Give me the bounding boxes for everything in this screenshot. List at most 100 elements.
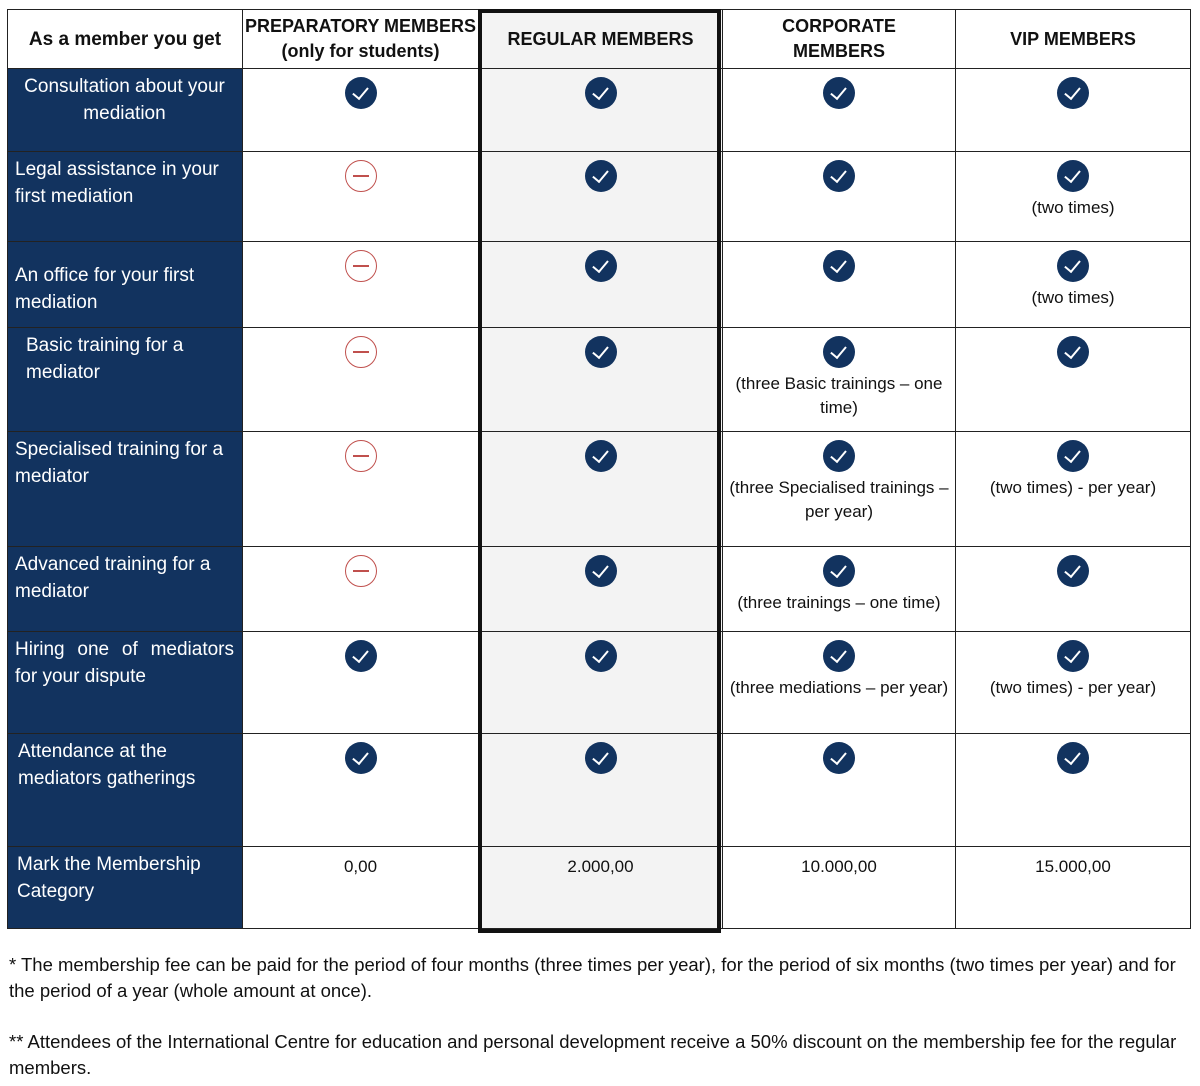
benefit-label: An office for your first mediation <box>7 241 243 328</box>
check-circle-icon <box>823 160 855 192</box>
cell-regular <box>478 431 723 547</box>
table-row: Advanced training for a mediator (three t… <box>7 546 1191 632</box>
check-circle-icon <box>1057 555 1089 587</box>
cell-preparatory <box>242 631 479 734</box>
cell-note: (three trainings – one time) <box>737 593 941 612</box>
benefit-label: Specialised training for a mediator <box>7 431 243 547</box>
table-row: Basic training for a mediator (three Basi… <box>7 327 1191 432</box>
benefit-label: Legal assistance in your first mediation <box>7 151 243 242</box>
check-circle-icon <box>1057 440 1089 472</box>
header-vip: VIP MEMBERS <box>955 9 1191 69</box>
header-corporate: CORPORATE MEMBERS <box>722 9 956 69</box>
cell-preparatory <box>242 327 479 432</box>
check-circle-icon <box>344 640 377 672</box>
check-circle-icon <box>1057 336 1089 368</box>
minus-circle-icon <box>344 160 377 192</box>
cell-regular <box>478 241 723 328</box>
cell-corporate <box>722 151 956 242</box>
cell-preparatory <box>242 733 479 847</box>
cell-corporate: (three trainings – one time) <box>722 546 956 632</box>
cell-regular <box>478 733 723 847</box>
cell-regular <box>478 631 723 734</box>
table-row: An office for your first mediation (two t… <box>7 241 1191 328</box>
fee-label: Mark the Membership Category <box>7 846 243 929</box>
cell-corporate <box>722 733 956 847</box>
check-circle-icon <box>584 742 617 774</box>
check-circle-icon <box>823 742 855 774</box>
footnote-discount: ** Attendees of the International Centre… <box>9 1031 1177 1078</box>
check-circle-icon <box>823 440 855 472</box>
header-preparatory: PREPARATORY MEMBERS (only for students) <box>242 9 479 69</box>
minus-circle-icon <box>344 555 377 587</box>
header-regular: REGULAR MEMBERS <box>478 9 723 69</box>
header-benefits: As a member you get <box>7 9 243 69</box>
header-row: As a member you get PREPARATORY MEMBERS … <box>7 9 1191 69</box>
check-circle-icon <box>823 250 855 282</box>
fee-row: Mark the Membership Category 0,00 2.000,00… <box>7 846 1191 929</box>
table-row: Specialised training for a mediator (thre… <box>7 431 1191 547</box>
cell-vip <box>955 733 1191 847</box>
cell-note: (three Basic trainings – one time) <box>735 374 943 417</box>
cell-note: (three mediations – per year) <box>729 678 949 697</box>
cell-note: (two times) - per year) <box>989 478 1157 497</box>
cell-preparatory <box>242 68 479 152</box>
cell-preparatory <box>242 546 479 632</box>
minus-circle-icon <box>344 336 377 368</box>
cell-regular <box>478 68 723 152</box>
benefit-label: Consultation about your mediation <box>7 68 243 152</box>
benefit-label: Advanced training for a mediator <box>7 546 243 632</box>
table-row: Attendance at the mediators gatherings <box>7 733 1191 847</box>
cell-note: (three Specialised trainings – per year) <box>729 478 949 521</box>
minus-circle-icon <box>344 440 377 472</box>
cell-corporate: (three Basic trainings – one time) <box>722 327 956 432</box>
benefit-label: Basic training for a mediator <box>7 327 243 432</box>
cell-vip <box>955 546 1191 632</box>
check-circle-icon <box>1057 77 1089 109</box>
cell-corporate <box>722 68 956 152</box>
check-circle-icon <box>584 440 617 472</box>
benefit-label: Attendance at the mediators gatherings <box>7 733 243 847</box>
minus-circle-icon <box>344 250 377 282</box>
cell-corporate: (three Specialised trainings – per year) <box>722 431 956 547</box>
cell-vip: (two times) <box>955 151 1191 242</box>
table-row: Legal assistance in your first mediation… <box>7 151 1191 242</box>
check-circle-icon <box>1057 742 1089 774</box>
membership-table: As a member you get PREPARATORY MEMBERS … <box>7 9 1191 929</box>
check-circle-icon <box>584 160 617 192</box>
cell-corporate: (three mediations – per year) <box>722 631 956 734</box>
footnote-payment: * The membership fee can be paid for the… <box>9 954 1176 1001</box>
cell-note: (two times) - per year) <box>989 678 1157 697</box>
check-circle-icon <box>584 555 617 587</box>
check-circle-icon <box>1057 160 1089 192</box>
cell-regular <box>478 546 723 632</box>
cell-vip: (two times) - per year) <box>955 631 1191 734</box>
check-circle-icon <box>584 77 617 109</box>
cell-corporate <box>722 241 956 328</box>
cell-vip <box>955 68 1191 152</box>
cell-preparatory <box>242 241 479 328</box>
check-circle-icon <box>823 77 855 109</box>
cell-note: (two times) <box>1031 288 1115 307</box>
fee-regular[interactable]: 2.000,00 <box>478 846 723 929</box>
check-circle-icon <box>584 250 617 282</box>
table-row: Hiring one of mediators for your dispute… <box>7 631 1191 734</box>
cell-preparatory <box>242 151 479 242</box>
check-circle-icon <box>823 336 855 368</box>
check-circle-icon <box>584 640 617 672</box>
benefit-label: Hiring one of mediators for your dispute <box>7 631 243 734</box>
cell-note: (two times) <box>1031 198 1115 217</box>
cell-preparatory <box>242 431 479 547</box>
check-circle-icon <box>1057 640 1089 672</box>
cell-vip: (two times) <box>955 241 1191 328</box>
check-circle-icon <box>823 640 855 672</box>
fee-corporate[interactable]: 10.000,00 <box>722 846 956 929</box>
cell-regular <box>478 151 723 242</box>
check-circle-icon <box>344 742 377 774</box>
table-row: Consultation about your mediation <box>7 68 1191 152</box>
cell-vip: (two times) - per year) <box>955 431 1191 547</box>
cell-regular <box>478 327 723 432</box>
check-circle-icon <box>344 77 377 109</box>
check-circle-icon <box>823 555 855 587</box>
fee-preparatory[interactable]: 0,00 <box>242 846 479 929</box>
fee-vip[interactable]: 15.000,00 <box>955 846 1191 929</box>
